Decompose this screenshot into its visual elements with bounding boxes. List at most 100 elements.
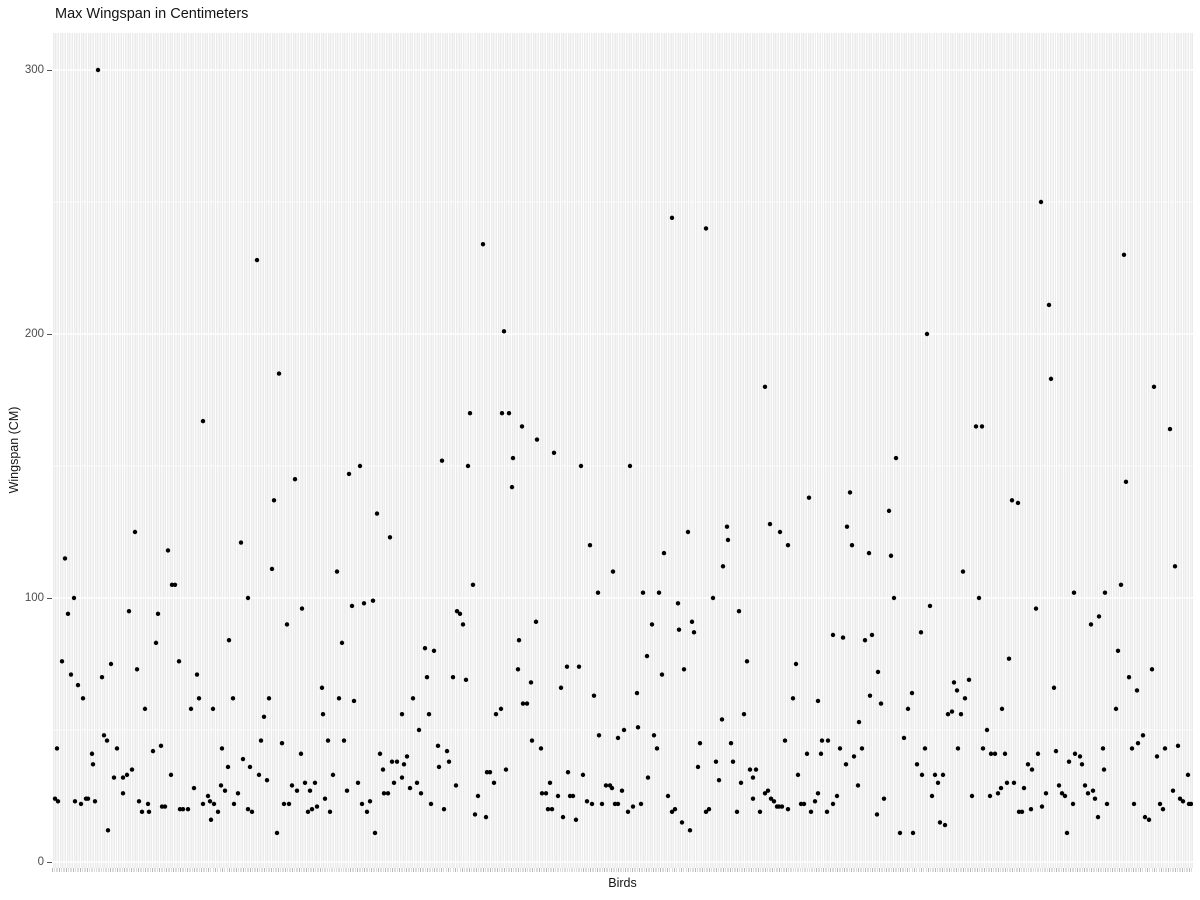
data-point <box>305 809 311 815</box>
data-point <box>428 801 434 807</box>
data-point <box>431 648 437 653</box>
data-point <box>377 751 383 756</box>
data-point <box>399 775 405 780</box>
data-point <box>1051 685 1057 690</box>
data-point <box>211 801 217 807</box>
data-point <box>493 711 499 717</box>
data-point <box>1090 788 1096 793</box>
data-point <box>249 809 255 815</box>
data-point <box>1009 498 1015 503</box>
data-point <box>669 809 675 815</box>
data-point <box>543 791 549 796</box>
data-point <box>744 659 750 664</box>
data-point <box>589 801 595 807</box>
data-point <box>918 630 924 635</box>
data-point <box>529 738 535 743</box>
x-axis-ticks <box>52 868 1193 872</box>
data-point <box>768 796 774 801</box>
data-point <box>901 735 907 741</box>
data-point <box>635 725 641 730</box>
data-point <box>520 701 526 706</box>
data-point <box>231 801 237 807</box>
data-point <box>487 770 493 775</box>
data-point <box>218 783 224 788</box>
data-point <box>599 801 605 807</box>
data-point <box>1072 751 1078 756</box>
data-point <box>806 495 812 500</box>
data-point <box>753 767 759 772</box>
data-point <box>859 746 865 751</box>
data-point <box>414 780 420 785</box>
data-point <box>62 556 68 561</box>
data-point <box>958 711 964 717</box>
data-point <box>675 601 681 606</box>
data-point <box>126 609 132 614</box>
data-point <box>685 529 691 535</box>
data-point <box>210 706 216 712</box>
data-point <box>235 791 241 796</box>
data-point <box>661 550 667 556</box>
data-point <box>298 751 304 756</box>
data-point <box>441 807 447 812</box>
data-point <box>570 793 576 799</box>
data-point <box>180 807 186 812</box>
data-point <box>927 603 933 609</box>
data-point <box>830 801 836 807</box>
data-point <box>790 696 796 701</box>
data-point <box>1092 796 1098 801</box>
y-tick-label: 300 <box>24 64 44 76</box>
data-point <box>330 772 336 778</box>
data-point <box>960 569 966 574</box>
data-point <box>142 706 148 712</box>
data-point <box>281 801 287 807</box>
data-point <box>85 796 91 801</box>
data-point <box>346 471 352 477</box>
data-point <box>351 698 357 704</box>
data-point <box>555 793 561 799</box>
data-point <box>1172 564 1178 569</box>
data-point <box>1175 743 1181 749</box>
chart-title: Max Wingspan in Centimeters <box>55 6 249 22</box>
data-point <box>610 569 616 574</box>
data-point <box>1142 814 1148 820</box>
data-point <box>767 521 773 527</box>
data-point <box>1180 799 1186 804</box>
data-point <box>533 619 539 624</box>
data-point <box>266 696 272 701</box>
data-point <box>155 611 161 617</box>
data-point <box>341 738 347 743</box>
data-point <box>357 463 363 469</box>
data-point <box>1177 796 1183 801</box>
data-point <box>312 780 318 785</box>
data-point <box>120 775 126 780</box>
data-point <box>498 706 504 712</box>
data-point <box>509 484 515 490</box>
data-point <box>165 548 171 553</box>
data-point <box>1157 801 1163 807</box>
data-point <box>1162 746 1168 751</box>
data-point <box>762 384 768 389</box>
data-point <box>634 690 640 696</box>
data-point <box>534 437 540 442</box>
data-point <box>665 793 671 799</box>
data-point <box>596 733 602 738</box>
data-point <box>627 463 633 469</box>
data-point <box>319 685 325 690</box>
data-point <box>499 411 505 416</box>
data-point <box>825 738 831 743</box>
data-point <box>580 772 586 778</box>
data-point <box>515 667 521 672</box>
data-point <box>256 772 262 778</box>
data-point <box>984 727 990 733</box>
data-point <box>1123 479 1129 485</box>
data-point <box>924 331 930 337</box>
data-point <box>68 672 74 677</box>
data-point <box>703 809 709 815</box>
data-point <box>691 630 697 635</box>
data-point <box>679 820 685 825</box>
data-point <box>929 793 935 799</box>
data-point <box>450 675 456 680</box>
data-point <box>1048 376 1054 382</box>
data-point <box>706 807 712 812</box>
